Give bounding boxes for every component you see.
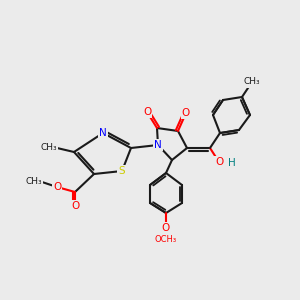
Text: H: H bbox=[228, 158, 236, 168]
Text: N: N bbox=[99, 128, 107, 138]
Text: CH₃: CH₃ bbox=[244, 77, 260, 86]
Text: N: N bbox=[154, 140, 162, 150]
Text: O: O bbox=[143, 107, 151, 117]
Text: CH₃: CH₃ bbox=[40, 143, 57, 152]
Text: O: O bbox=[53, 182, 61, 192]
Text: O: O bbox=[71, 201, 79, 211]
Text: S: S bbox=[119, 166, 125, 176]
Text: O: O bbox=[182, 108, 190, 118]
Text: O: O bbox=[215, 157, 223, 167]
Text: CH₃: CH₃ bbox=[26, 178, 42, 187]
Text: O: O bbox=[162, 223, 170, 233]
Text: OCH₃: OCH₃ bbox=[155, 236, 177, 244]
